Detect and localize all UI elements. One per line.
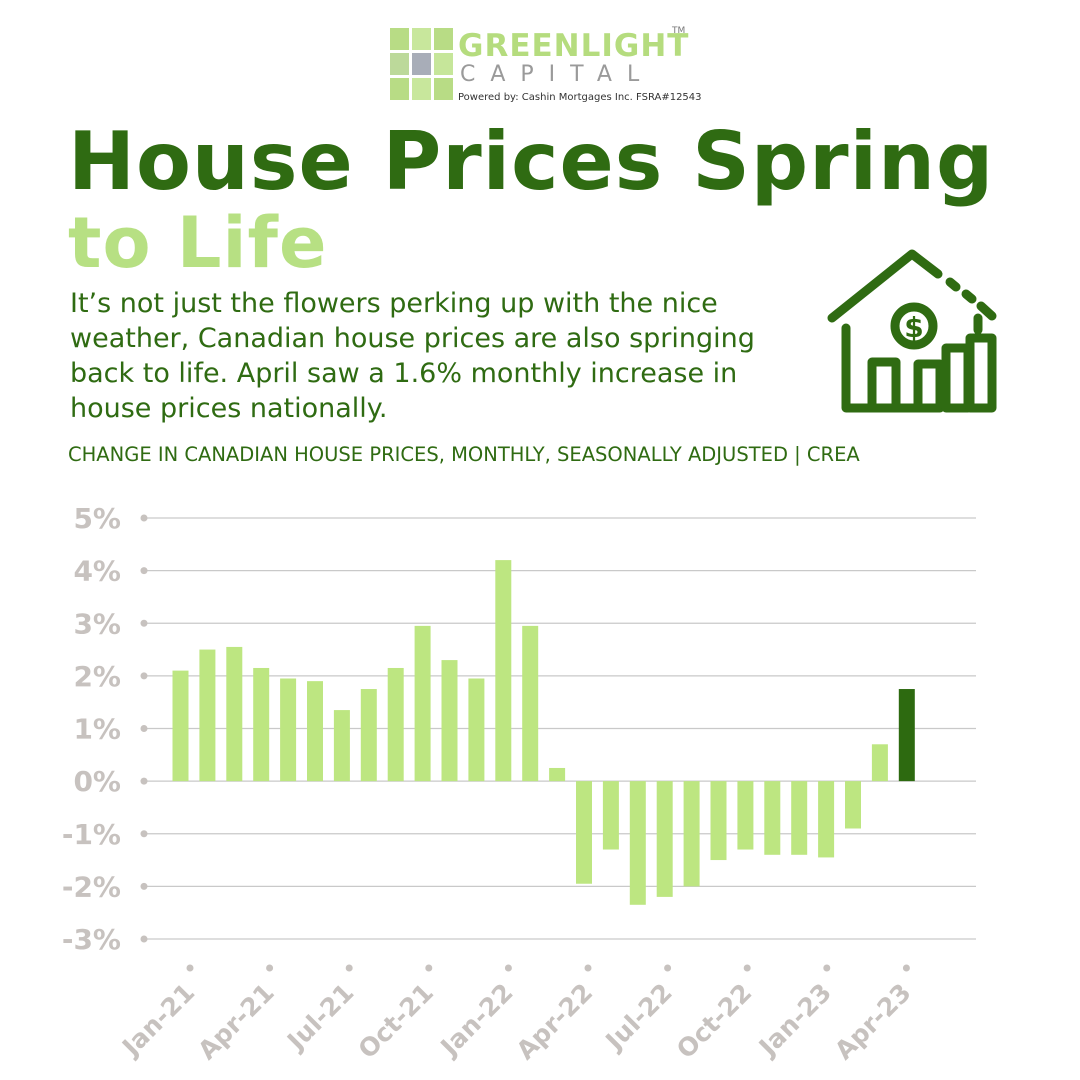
x-tick-label: Jul-22 [599,978,678,1057]
bar-mar-22 [549,767,566,782]
house-dollar-bar-chart-icon: $ [827,249,997,413]
bar-apr-21 [253,667,270,782]
x-tick-dot [266,964,274,972]
logo-name: GREENLIGHT [458,28,690,64]
headline-line-2: to Life [68,202,328,284]
y-tick-label: -3% [62,923,121,956]
bar-feb-21 [199,649,216,782]
y-tick-dot [140,672,148,680]
bar-apr-23 [898,689,915,782]
y-tick-label: 5% [73,502,121,535]
bar-jun-22 [629,781,646,905]
bar-aug-22 [683,781,700,887]
svg-text:$: $ [904,311,923,344]
y-tick-dot [140,514,148,522]
x-tick-label: Oct-22 [671,978,757,1064]
y-tick-dot [140,777,148,785]
x-tick-label: Jan-22 [434,978,519,1063]
y-tick-label: 2% [73,660,121,693]
y-tick-dot [140,725,148,732]
y-tick-label: -1% [62,818,121,851]
x-tick-dot [345,964,353,972]
logo-subname: CAPITAL [460,62,655,87]
bar-nov-21 [441,660,458,782]
bar-jul-21 [333,710,350,782]
x-tick-dot [186,964,194,972]
bar-dec-21 [468,678,485,782]
x-tick-dot [425,964,433,972]
x-tick-label: Apr-21 [192,978,280,1066]
logo-trademark: TM [672,26,686,36]
bar-feb-23 [845,781,861,829]
bar-oct-21 [414,625,431,782]
logo-grid-icon [390,28,454,102]
x-tick-label: Jan-21 [115,978,200,1063]
bar-feb-22 [522,625,539,782]
bar-mar-23 [871,744,888,782]
bar-jan-21 [172,670,189,782]
bar-mar-21 [226,646,243,782]
y-tick-dot [140,619,148,627]
x-tick-dot [664,964,672,972]
bar-nov-22 [764,781,781,855]
bar-sep-21 [387,667,404,782]
y-tick-label: 4% [73,555,121,588]
y-tick-dot [140,882,148,890]
y-tick-dot [140,935,148,943]
x-tick-label: Oct-21 [353,978,439,1064]
y-tick-dot [140,567,148,575]
bar-jun-21 [307,681,323,782]
bar-may-22 [602,781,619,850]
headline-line-1: House Prices Spring [68,115,995,208]
x-tick-dot [902,964,910,972]
y-tick-label: 1% [73,713,121,746]
bar-jan-23 [818,781,835,858]
logo-powered-by: Powered by: Cashin Mortgages Inc. FSRA#1… [458,92,702,103]
x-tick-dot [504,964,512,972]
chart-title: CHANGE IN CANADIAN HOUSE PRICES, MONTHLY… [68,443,860,466]
x-tick-label: Apr-23 [829,978,917,1066]
y-tick-label: -2% [62,870,121,903]
y-tick-label: 0% [73,765,121,798]
bar-jan-22 [495,560,512,782]
company-logo: GREENLIGHT TM CAPITAL Powered by: Cashin… [390,26,710,108]
x-tick-label: Jan-23 [752,978,837,1063]
bar-aug-21 [360,689,377,782]
x-tick-dot [584,964,592,972]
x-tick-dot [823,964,831,972]
bar-dec-22 [791,781,808,855]
x-tick-label: Jul-21 [280,978,359,1057]
y-tick-dot [140,830,148,838]
description-text: It’s not just the flowers perking up wit… [70,288,755,424]
y-tick-label: 3% [73,607,121,640]
bar-apr-22 [576,781,592,884]
bar-oct-22 [737,781,754,850]
x-tick-label: Apr-22 [511,978,599,1066]
bar-may-21 [280,678,297,782]
x-tick-dot [743,964,751,972]
bar-jul-22 [656,781,673,897]
bar-sep-22 [710,781,727,861]
